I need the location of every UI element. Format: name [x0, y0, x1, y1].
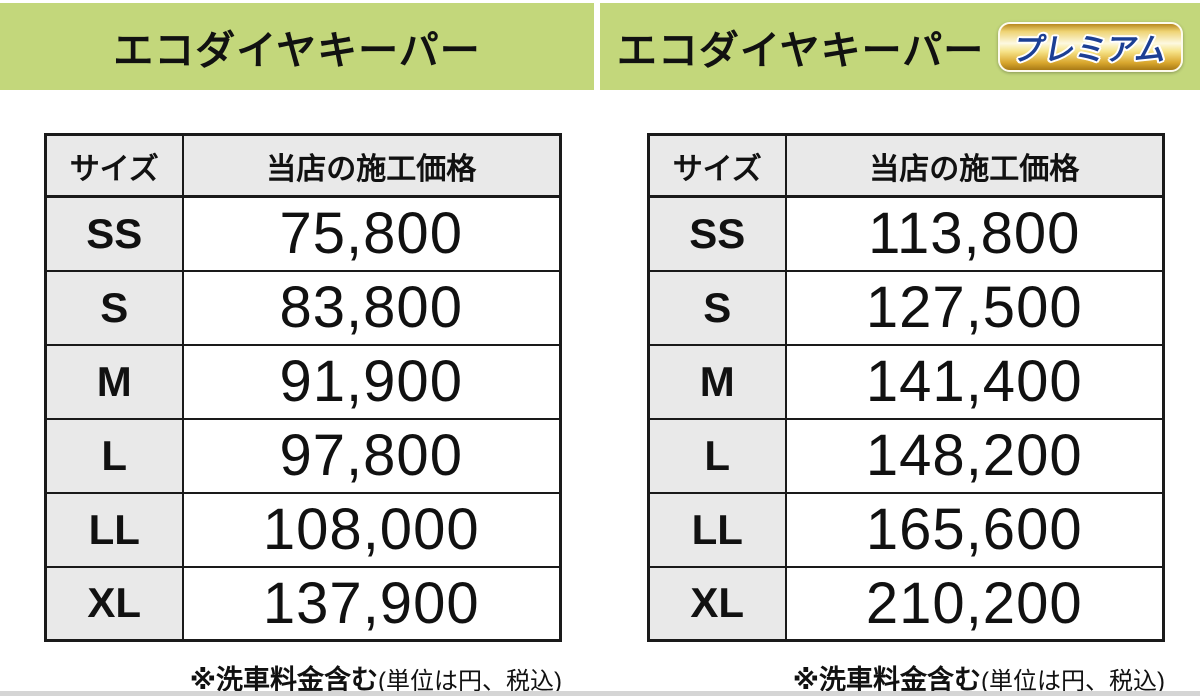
size-cell: S	[647, 269, 787, 346]
size-cell: L	[647, 417, 787, 494]
size-cell: M	[647, 343, 787, 420]
price-cell: 91,900	[181, 343, 562, 420]
table-row: M 91,900	[44, 343, 562, 420]
size-cell: XL	[647, 565, 787, 642]
premium-footnote: ※洗車料金含む(単位は円、税込)	[647, 658, 1165, 697]
size-cell: S	[44, 269, 184, 346]
table-row: SS 113,800	[647, 195, 1165, 272]
premium-badge: プレミアム	[998, 21, 1184, 72]
eco-footnote: ※洗車料金含む(単位は円、税込)	[44, 658, 562, 697]
price-cell: 97,800	[181, 417, 562, 494]
table-row: XL 137,900	[44, 565, 562, 642]
table-header-row: サイズ 当店の施工価格	[647, 133, 1165, 198]
footnote-regular-text: (単位は円、税込)	[981, 668, 1165, 695]
size-cell: XL	[44, 565, 184, 642]
table-row: L 148,200	[647, 417, 1165, 494]
price-cell: 113,800	[784, 195, 1165, 272]
size-cell: L	[44, 417, 184, 494]
price-cell: 148,200	[784, 417, 1165, 494]
price-cell: 137,900	[181, 565, 562, 642]
eco-title: エコダイヤキーパー	[113, 28, 481, 73]
footnote-regular-text: (単位は円、税込)	[378, 668, 562, 695]
size-column-header: サイズ	[44, 133, 184, 198]
size-column-header: サイズ	[647, 133, 787, 198]
table-row: L 97,800	[44, 417, 562, 494]
table-row: S 83,800	[44, 269, 562, 346]
size-cell: SS	[44, 195, 184, 272]
price-cell: 210,200	[784, 565, 1165, 642]
premium-badge-label: プレミアム	[1010, 32, 1170, 67]
size-cell: M	[44, 343, 184, 420]
table-row: XL 210,200	[647, 565, 1165, 642]
size-cell: LL	[647, 491, 787, 568]
price-column-header: 当店の施工価格	[181, 133, 562, 198]
table-row: LL 108,000	[44, 491, 562, 568]
price-cell: 75,800	[181, 195, 562, 272]
table-header-row: サイズ 当店の施工価格	[44, 133, 562, 198]
premium-price-table: サイズ 当店の施工価格 SS 113,800 S 127,500 M 141,4…	[647, 133, 1165, 642]
premium-title: エコダイヤキーパー	[616, 28, 985, 73]
price-cell: 83,800	[181, 269, 562, 346]
price-cell: 165,600	[784, 491, 1165, 568]
footnote-bold-text: ※洗車料金含む	[189, 665, 379, 695]
price-cell: 108,000	[181, 491, 562, 568]
size-cell: LL	[44, 491, 184, 568]
price-cell: 141,400	[784, 343, 1165, 420]
table-row: M 141,400	[647, 343, 1165, 420]
premium-title-band: エコダイヤキーパー プレミアム	[600, 3, 1200, 90]
table-row: S 127,500	[647, 269, 1165, 346]
bottom-edge-bar	[0, 691, 1200, 696]
size-cell: SS	[647, 195, 787, 272]
table-row: LL 165,600	[647, 491, 1165, 568]
footnote-bold-text: ※洗車料金含む	[792, 665, 982, 695]
price-column-header: 当店の施工価格	[784, 133, 1165, 198]
eco-title-band: エコダイヤキーパー	[0, 3, 594, 90]
price-cell: 127,500	[784, 269, 1165, 346]
eco-price-table: サイズ 当店の施工価格 SS 75,800 S 83,800 M 91,900 …	[44, 133, 562, 642]
table-row: SS 75,800	[44, 195, 562, 272]
